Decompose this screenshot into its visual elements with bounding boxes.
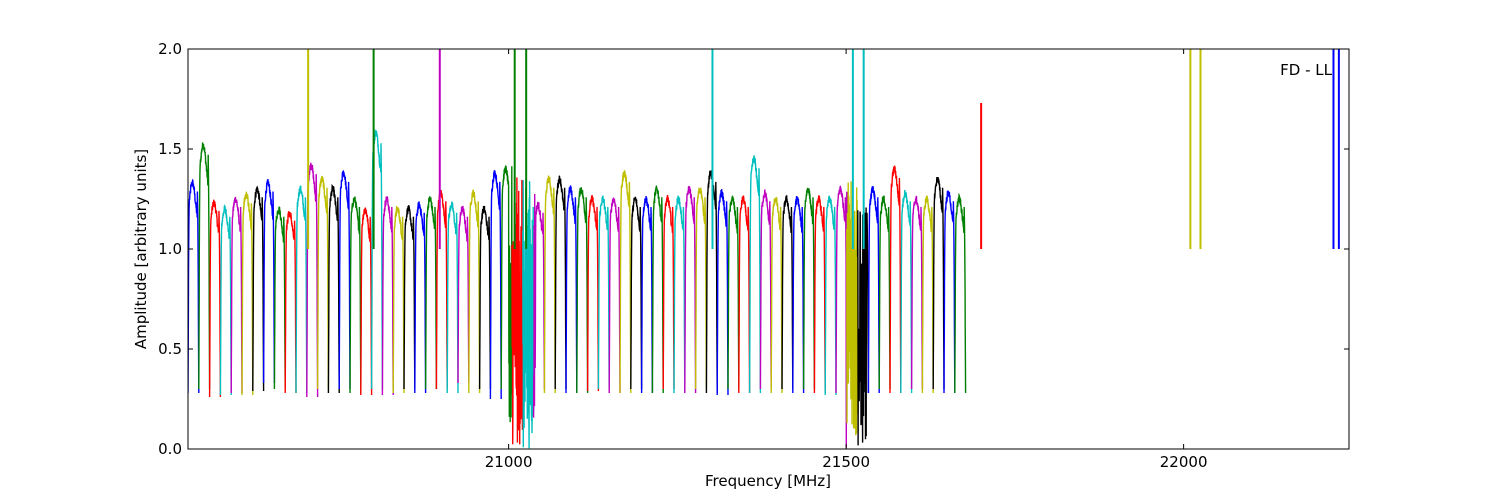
axes: 21000 21500 22000 0.0 0.5 1.0 1.5 2.0: [158, 40, 1350, 471]
band-line: [262, 179, 276, 384]
band-line: [338, 169, 351, 390]
band-line: [630, 196, 643, 390]
band-line: [878, 195, 891, 390]
band-line: [457, 205, 470, 384]
band-line: [943, 190, 956, 394]
band-line: [414, 201, 427, 394]
band-line: [489, 170, 502, 400]
band-line: [684, 185, 697, 394]
band-line: [824, 195, 837, 396]
band-line: [349, 196, 362, 394]
band-line: [662, 195, 675, 390]
band-line: [241, 191, 254, 396]
band-line: [770, 197, 783, 394]
band-line: [673, 195, 686, 394]
band-line: [252, 185, 265, 392]
band-line: [651, 185, 664, 394]
band-line: [867, 186, 880, 394]
band-line: [381, 196, 394, 396]
x-tick-label: 21500: [822, 453, 870, 471]
band-line: [932, 176, 945, 390]
band-line: [424, 196, 438, 390]
band-line: [188, 178, 200, 394]
band-line: [597, 195, 610, 390]
band-line: [694, 187, 708, 390]
band-line: [403, 205, 416, 390]
band-line: [792, 196, 805, 394]
band-line: [230, 196, 243, 394]
band-line: [295, 185, 308, 394]
band-line: [586, 195, 600, 392]
band-line: [640, 195, 654, 394]
band-line: [316, 175, 330, 390]
band-line: [900, 189, 913, 394]
rfi-spike-layer: [307, 49, 1340, 249]
band-line: [273, 206, 286, 390]
band-line: [781, 195, 794, 390]
y-tick-label: 2.0: [158, 40, 182, 58]
band-line: [435, 189, 448, 390]
band-line: [608, 197, 621, 394]
x-axis-label: Frequency [MHz]: [705, 472, 831, 490]
x-tick-label: 21000: [485, 453, 533, 471]
band-line: [392, 205, 405, 394]
band-line: [446, 201, 459, 394]
x-tick-label: 22000: [1160, 453, 1208, 471]
band-line: [522, 180, 535, 449]
band-line: [802, 187, 816, 390]
band-line: [748, 154, 762, 394]
band-line: [619, 170, 632, 394]
band-line: [565, 184, 578, 394]
band-line: [576, 187, 589, 394]
band-line: [813, 195, 826, 394]
band-line: [738, 195, 751, 394]
y-tick-label: 1.5: [158, 140, 182, 158]
band-line: [716, 189, 729, 396]
y-tick-label: 0.5: [158, 340, 182, 358]
band-line: [208, 199, 222, 398]
band-line: [327, 183, 340, 394]
band-line: [554, 175, 567, 390]
y-tick-label: 1.0: [158, 240, 182, 258]
band-line: [511, 177, 524, 445]
band-line: [198, 142, 211, 390]
series-layer: [188, 128, 967, 449]
band-line: [889, 165, 902, 394]
band-line: [759, 189, 772, 390]
band-line: [910, 195, 924, 390]
band-line: [284, 211, 297, 394]
band-line: [532, 193, 546, 418]
band-line: [468, 189, 481, 394]
band-line: [543, 175, 556, 394]
band-line: [219, 203, 232, 396]
annotation-label: FD - LL: [1280, 61, 1332, 79]
band-line: [921, 195, 934, 394]
band-line: [954, 192, 967, 394]
band-line: [500, 165, 513, 423]
band-line: [478, 205, 492, 390]
y-tick-label: 0.0: [158, 440, 182, 458]
band-line: [846, 181, 859, 436]
band-line: [360, 207, 373, 396]
band-line: [835, 185, 848, 448]
band-line: [727, 194, 740, 390]
y-axis-label: Amplitude [arbitrary units]: [132, 149, 150, 349]
